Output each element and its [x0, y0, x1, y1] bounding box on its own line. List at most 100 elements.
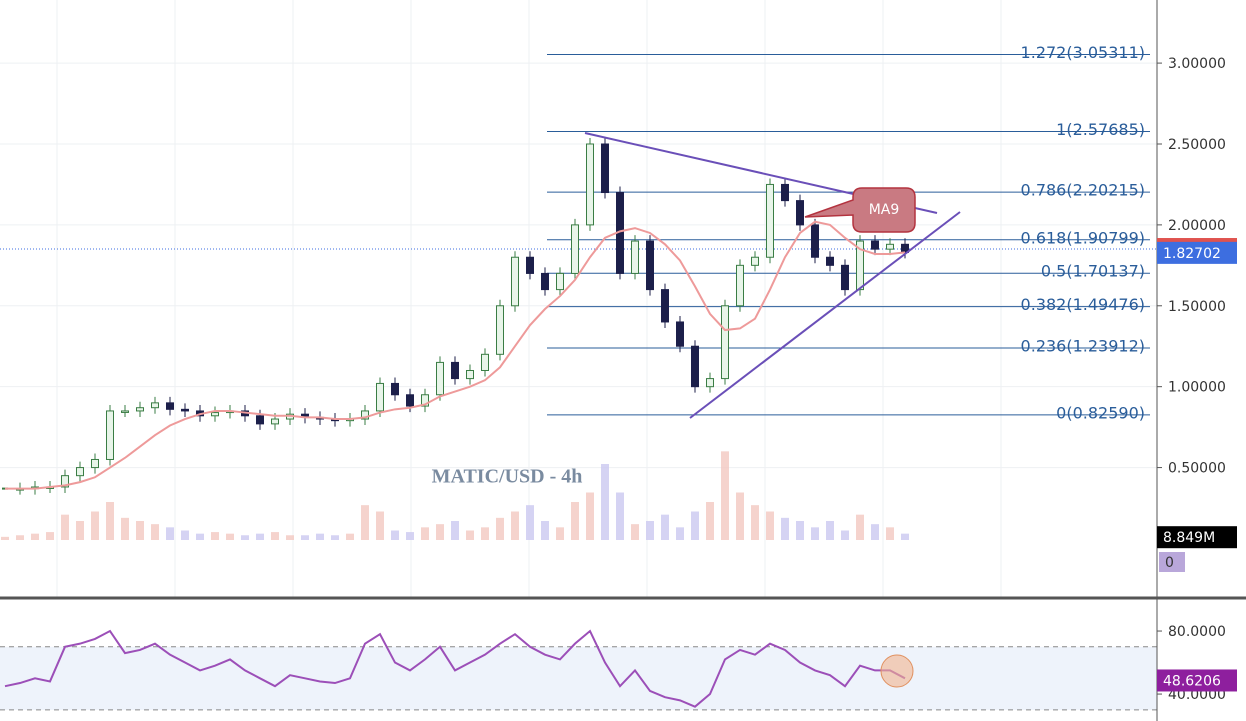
rsi-line: [4, 629, 906, 708]
volume-bar: [286, 535, 294, 540]
rsi-badge: 48.6206: [1163, 673, 1221, 689]
volume-bar: [781, 517, 789, 540]
candle: [436, 361, 444, 396]
candle: [121, 410, 129, 413]
candle: [466, 369, 474, 380]
candle: [676, 321, 684, 347]
volume-bar: [271, 532, 279, 540]
candle: [391, 382, 399, 396]
vertical-grid: [56, 0, 1002, 597]
volume-bar: [796, 521, 804, 540]
volume-bar: [841, 530, 849, 540]
volume-bar: [721, 451, 729, 540]
volume-bar: [451, 521, 459, 540]
y-tick-label: 0.50000: [1168, 461, 1226, 477]
candle: [271, 418, 279, 425]
volume-bar: [901, 533, 909, 540]
highlight-circle: [880, 654, 914, 688]
y-tick-label: 3.00000: [1168, 56, 1226, 72]
volume-bar: [496, 517, 504, 540]
candle: [796, 200, 804, 226]
fib-label: 0.786(2.20215): [1021, 181, 1145, 200]
volume-bar: [601, 464, 609, 540]
volume-bar: [541, 521, 549, 540]
candle: [256, 415, 264, 425]
candle: [61, 475, 69, 488]
y-tick-label: 1.50000: [1168, 299, 1226, 315]
volume-bar: [256, 533, 264, 540]
y-tick-label: 2.00000: [1168, 218, 1226, 234]
volume-bar: [106, 502, 114, 540]
candle: [211, 412, 219, 417]
price-badge-bg: [1157, 241, 1237, 264]
volume-bar: [31, 533, 39, 540]
volume-bar: [811, 527, 819, 540]
candle: [136, 407, 144, 412]
candle: [811, 224, 819, 258]
candle: [751, 256, 759, 266]
candle: [706, 378, 714, 388]
volume-bar: [196, 533, 204, 540]
candle: [556, 272, 564, 291]
volume-bar: [676, 527, 684, 540]
candle: [841, 264, 849, 291]
volume-bar: [391, 530, 399, 540]
candle: [526, 256, 534, 274]
volume-bar: [826, 521, 834, 540]
candle: [721, 305, 729, 380]
candle: [586, 143, 594, 226]
candle: [871, 240, 879, 250]
volume-bar: [406, 532, 414, 540]
volume-bar: [436, 524, 444, 540]
candle: [541, 272, 549, 291]
volume: [1, 451, 909, 540]
candle: [661, 289, 669, 323]
candle: [181, 408, 189, 412]
candle: [76, 467, 84, 477]
volume-bar: [481, 527, 489, 540]
volume-bar: [241, 535, 249, 540]
rsi: [0, 629, 1157, 711]
volume-bar: [556, 527, 564, 540]
volume-bar: [91, 511, 99, 540]
candle: [106, 410, 114, 460]
volume-bar: [661, 514, 669, 540]
rsi-tick-label: 80.0000: [1168, 624, 1226, 640]
candle: [166, 402, 174, 410]
candle: [856, 240, 864, 291]
volume-bar: [331, 535, 339, 540]
candle: [691, 345, 699, 388]
volume-bar: [346, 533, 354, 540]
candle: [781, 183, 789, 202]
candle: [496, 305, 504, 355]
volume-bar: [301, 535, 309, 540]
volume-bar: [1, 536, 9, 540]
volume-bar: [706, 502, 714, 540]
ma9-line: [5, 220, 906, 490]
volume-bar: [376, 511, 384, 540]
candle: [826, 256, 834, 266]
candle: [886, 243, 894, 250]
volume-zero-bg: [1159, 552, 1185, 572]
volume-bar: [631, 524, 639, 540]
volume-bar: [736, 492, 744, 540]
volume-bar: [166, 527, 174, 540]
candle: [601, 143, 609, 194]
volume-tick-label: 0: [1165, 555, 1174, 571]
volume-bar: [226, 533, 234, 540]
volume-bar: [526, 505, 534, 540]
candle: [406, 394, 414, 407]
volume-bar: [646, 521, 654, 540]
volume-bar: [586, 492, 594, 540]
volume-badge: 8.849M: [1163, 530, 1215, 546]
candle: [481, 353, 489, 371]
volume-bar: [856, 514, 864, 540]
axis: 0.50000 1.00000 1.50000 2.00000 2.50000 3.000…: [1157, 56, 1237, 703]
candle: [421, 394, 429, 407]
candle: [766, 183, 774, 258]
volume-bar: [121, 517, 129, 540]
candle: [361, 410, 369, 420]
rsi-badge-bg: [1157, 669, 1237, 692]
fib-label: 1(2.57685): [1056, 120, 1145, 139]
